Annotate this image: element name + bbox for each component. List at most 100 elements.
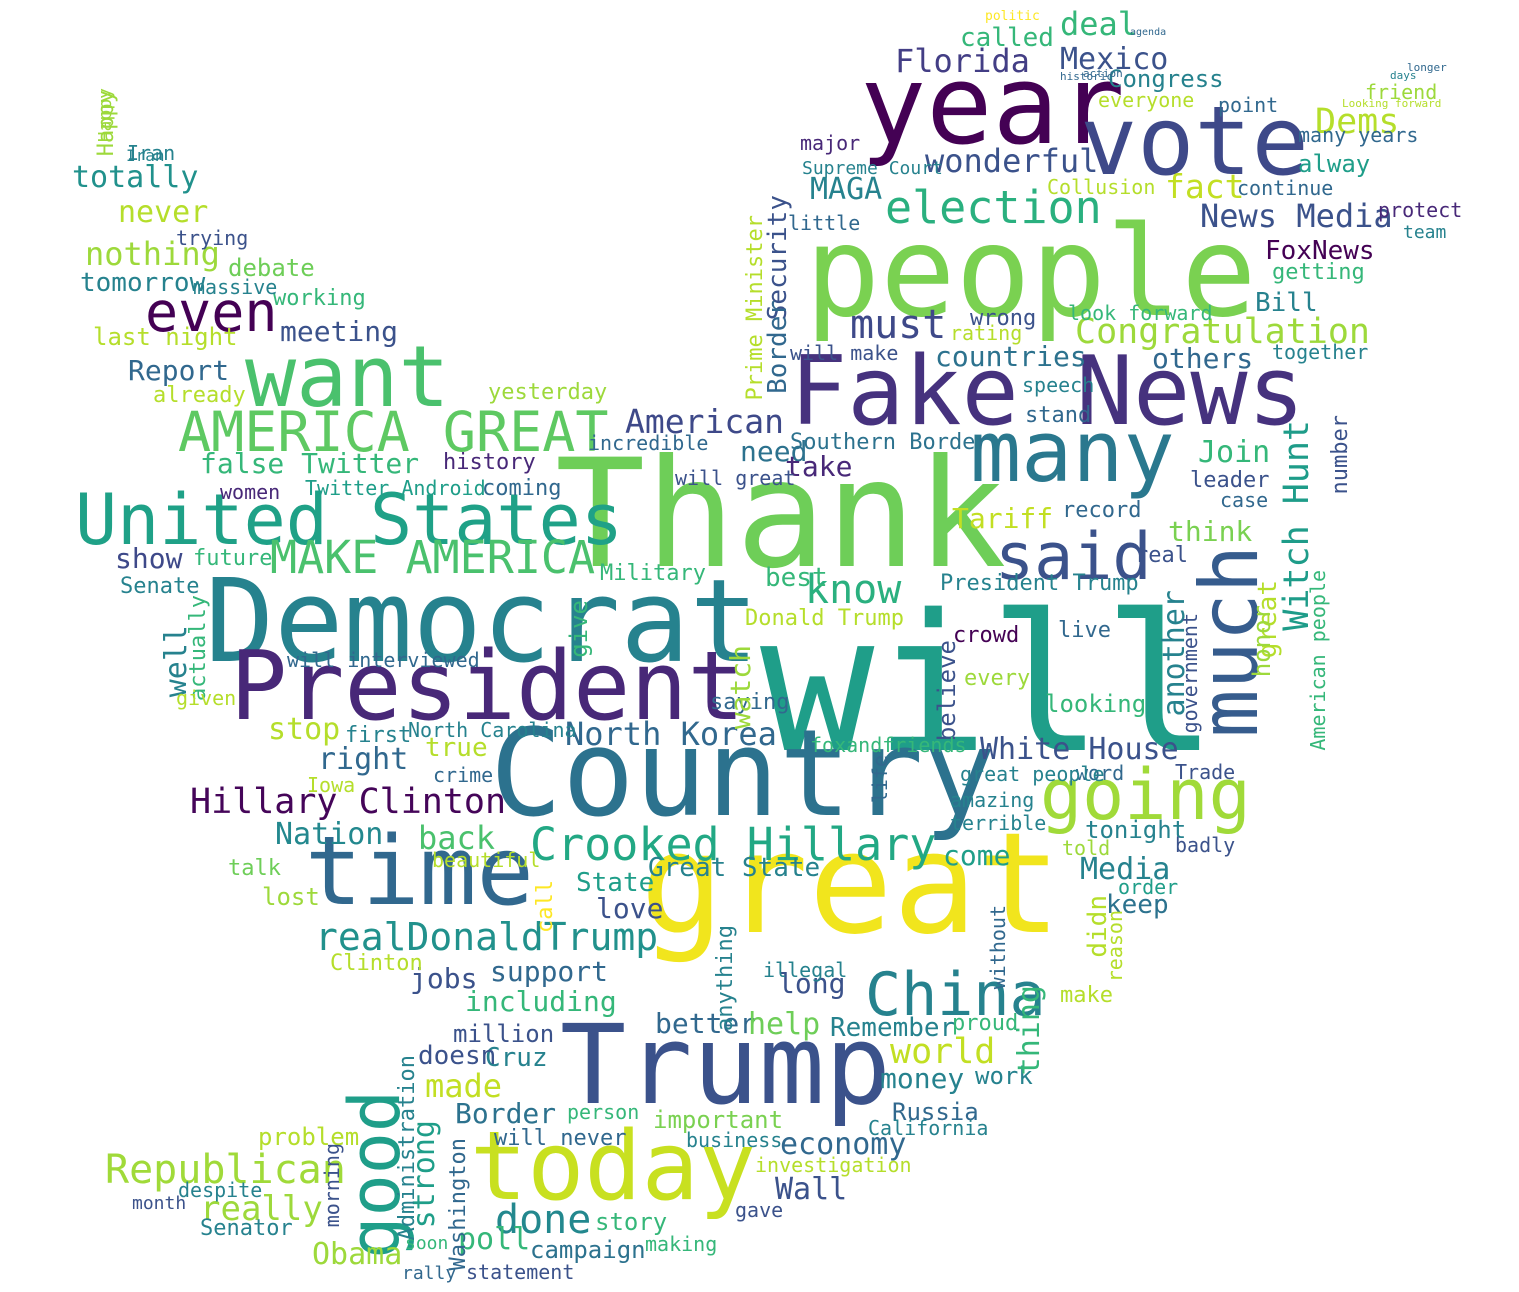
- cloud-word-given: given: [176, 686, 237, 710]
- cloud-word-help: help: [748, 1007, 821, 1042]
- cloud-word-country: Country: [490, 705, 996, 844]
- cloud-word-record: record: [1062, 498, 1142, 523]
- cloud-word-never: never: [118, 195, 209, 230]
- cloud-word-month: month: [132, 1193, 187, 1214]
- cloud-word-gave: gave: [735, 1198, 784, 1222]
- cloud-word-right: right: [318, 742, 409, 777]
- cloud-word-iran: Iran: [126, 146, 165, 165]
- cloud-word-days: days: [1390, 69, 1417, 82]
- cloud-word-vote: vote: [1080, 87, 1309, 197]
- cloud-word-word: word: [1076, 761, 1125, 785]
- cloud-word-want: want: [245, 328, 450, 427]
- cloud-word-friend: friend: [1365, 80, 1438, 104]
- cloud-word-southern-border: Southern Border: [790, 430, 989, 455]
- cloud-word-poll: poll: [458, 1222, 531, 1257]
- cloud-word-collusion: Collusion: [1047, 175, 1156, 199]
- cloud-word-great: great: [640, 803, 1062, 966]
- cloud-word-tariff: Tariff: [952, 502, 1054, 535]
- cloud-word-first: first: [345, 723, 412, 748]
- cloud-word-speech: speech: [1022, 373, 1095, 397]
- cloud-word-said: said: [995, 520, 1152, 595]
- cloud-word-rally: rally: [402, 1263, 457, 1284]
- cloud-word-american-people: American people: [1306, 570, 1330, 751]
- cloud-word-tonight: tonight: [1085, 816, 1187, 844]
- cloud-word-working: working: [273, 286, 366, 311]
- cloud-word-case: case: [1220, 488, 1269, 512]
- cloud-word-mexico: Mexico: [1060, 42, 1169, 77]
- cloud-word-president: President: [230, 632, 745, 742]
- cloud-word-think: think: [1168, 515, 1253, 548]
- cloud-word-point: point: [1218, 93, 1279, 117]
- cloud-word-agenda: agenda: [1130, 27, 1167, 38]
- cloud-word-today: today: [470, 1112, 756, 1222]
- cloud-word-badly: badly: [1175, 833, 1236, 857]
- cloud-word-iowa: Iowa: [307, 773, 356, 797]
- cloud-word-without: without: [986, 905, 1010, 990]
- cloud-word-twitter-android: Twitter Android: [305, 476, 486, 500]
- cloud-word-anything: anything: [713, 925, 738, 1031]
- cloud-word-little: little: [788, 211, 861, 235]
- cloud-word-maga: MAGA: [810, 172, 883, 207]
- cloud-word-come: come: [943, 839, 1011, 872]
- cloud-word-washington: Washington: [446, 1138, 471, 1271]
- cloud-word-terrible: terrible: [950, 811, 1047, 835]
- cloud-word-senator: Senator: [200, 1216, 293, 1241]
- cloud-word-state: State: [576, 868, 655, 898]
- cloud-word-order: order: [1118, 875, 1179, 899]
- cloud-word-america-great: AMERICA GREAT: [178, 400, 609, 464]
- cloud-word-making: making: [645, 1232, 718, 1256]
- cloud-word-many: many: [970, 403, 1175, 502]
- cloud-word-call: call: [533, 880, 558, 933]
- cloud-word-million: million: [453, 1020, 555, 1048]
- cloud-word-deal: deal: [1060, 5, 1138, 43]
- cloud-word-north-korea: North Korea: [565, 715, 777, 753]
- cloud-word-protect: protect: [1378, 198, 1463, 222]
- cloud-word-election: election: [885, 181, 1102, 234]
- cloud-word-economy: economy: [780, 1127, 907, 1162]
- cloud-word-future: future: [193, 546, 273, 571]
- cloud-word-white-house: White House: [980, 732, 1179, 767]
- cloud-word-fake-news: Fake News: [790, 337, 1305, 447]
- cloud-word-long: long: [778, 967, 846, 1000]
- cloud-word-campaign: campaign: [530, 1236, 646, 1264]
- cloud-word-russia: Russia: [892, 1098, 979, 1126]
- cloud-word-historic: historic: [1060, 70, 1113, 83]
- cloud-word-senate: Senate: [120, 574, 200, 599]
- cloud-word-stop: stop: [268, 712, 341, 747]
- cloud-word-will-interviewed: will interviewed: [287, 648, 480, 672]
- cloud-word-china: China: [865, 960, 1046, 1030]
- cloud-word-wrong: wrong: [970, 306, 1037, 331]
- cloud-word-morning: morning: [320, 1143, 344, 1228]
- cloud-word-know: know: [805, 567, 902, 613]
- cloud-word-real: real: [1135, 543, 1188, 568]
- cloud-word-better: better: [655, 1007, 757, 1040]
- cloud-word-show: show: [115, 542, 183, 575]
- cloud-word-crooked-hillary: Crooked Hillary: [530, 818, 937, 871]
- cloud-word-trying: trying: [176, 226, 249, 250]
- cloud-word-thank: Thank: [555, 428, 1007, 602]
- cloud-word-team: team: [1403, 222, 1447, 243]
- cloud-word-love: love: [596, 892, 664, 925]
- cloud-word-action: action: [1083, 67, 1123, 80]
- cloud-word-leader: leader: [1190, 468, 1270, 493]
- cloud-word-countries: countries: [935, 340, 1087, 373]
- cloud-word-administration: Administration: [395, 1055, 420, 1241]
- cloud-word-back: back: [418, 819, 496, 857]
- cloud-word-including: including: [465, 985, 617, 1018]
- cloud-word-soon: soon: [405, 1233, 449, 1254]
- cloud-word-best: best: [765, 563, 828, 593]
- cloud-word-remember: Remember: [830, 1013, 956, 1043]
- cloud-word-people: people: [805, 200, 1257, 345]
- cloud-word-great-people: great people: [960, 762, 1105, 786]
- cloud-word-alway: alway: [1298, 150, 1371, 178]
- cloud-word-look-forward: look forward: [1068, 301, 1213, 325]
- cloud-word-work: work: [975, 1062, 1033, 1090]
- cloud-word-illegal: illegal: [763, 958, 848, 982]
- cloud-word-watch: watch: [724, 645, 757, 730]
- cloud-word-doesn: doesn: [418, 1041, 497, 1071]
- cloud-word-coming: coming: [482, 476, 562, 501]
- cloud-word-government: government: [1178, 613, 1202, 734]
- cloud-word-many-years: many years: [1298, 123, 1419, 147]
- cloud-word-major: major: [800, 131, 861, 155]
